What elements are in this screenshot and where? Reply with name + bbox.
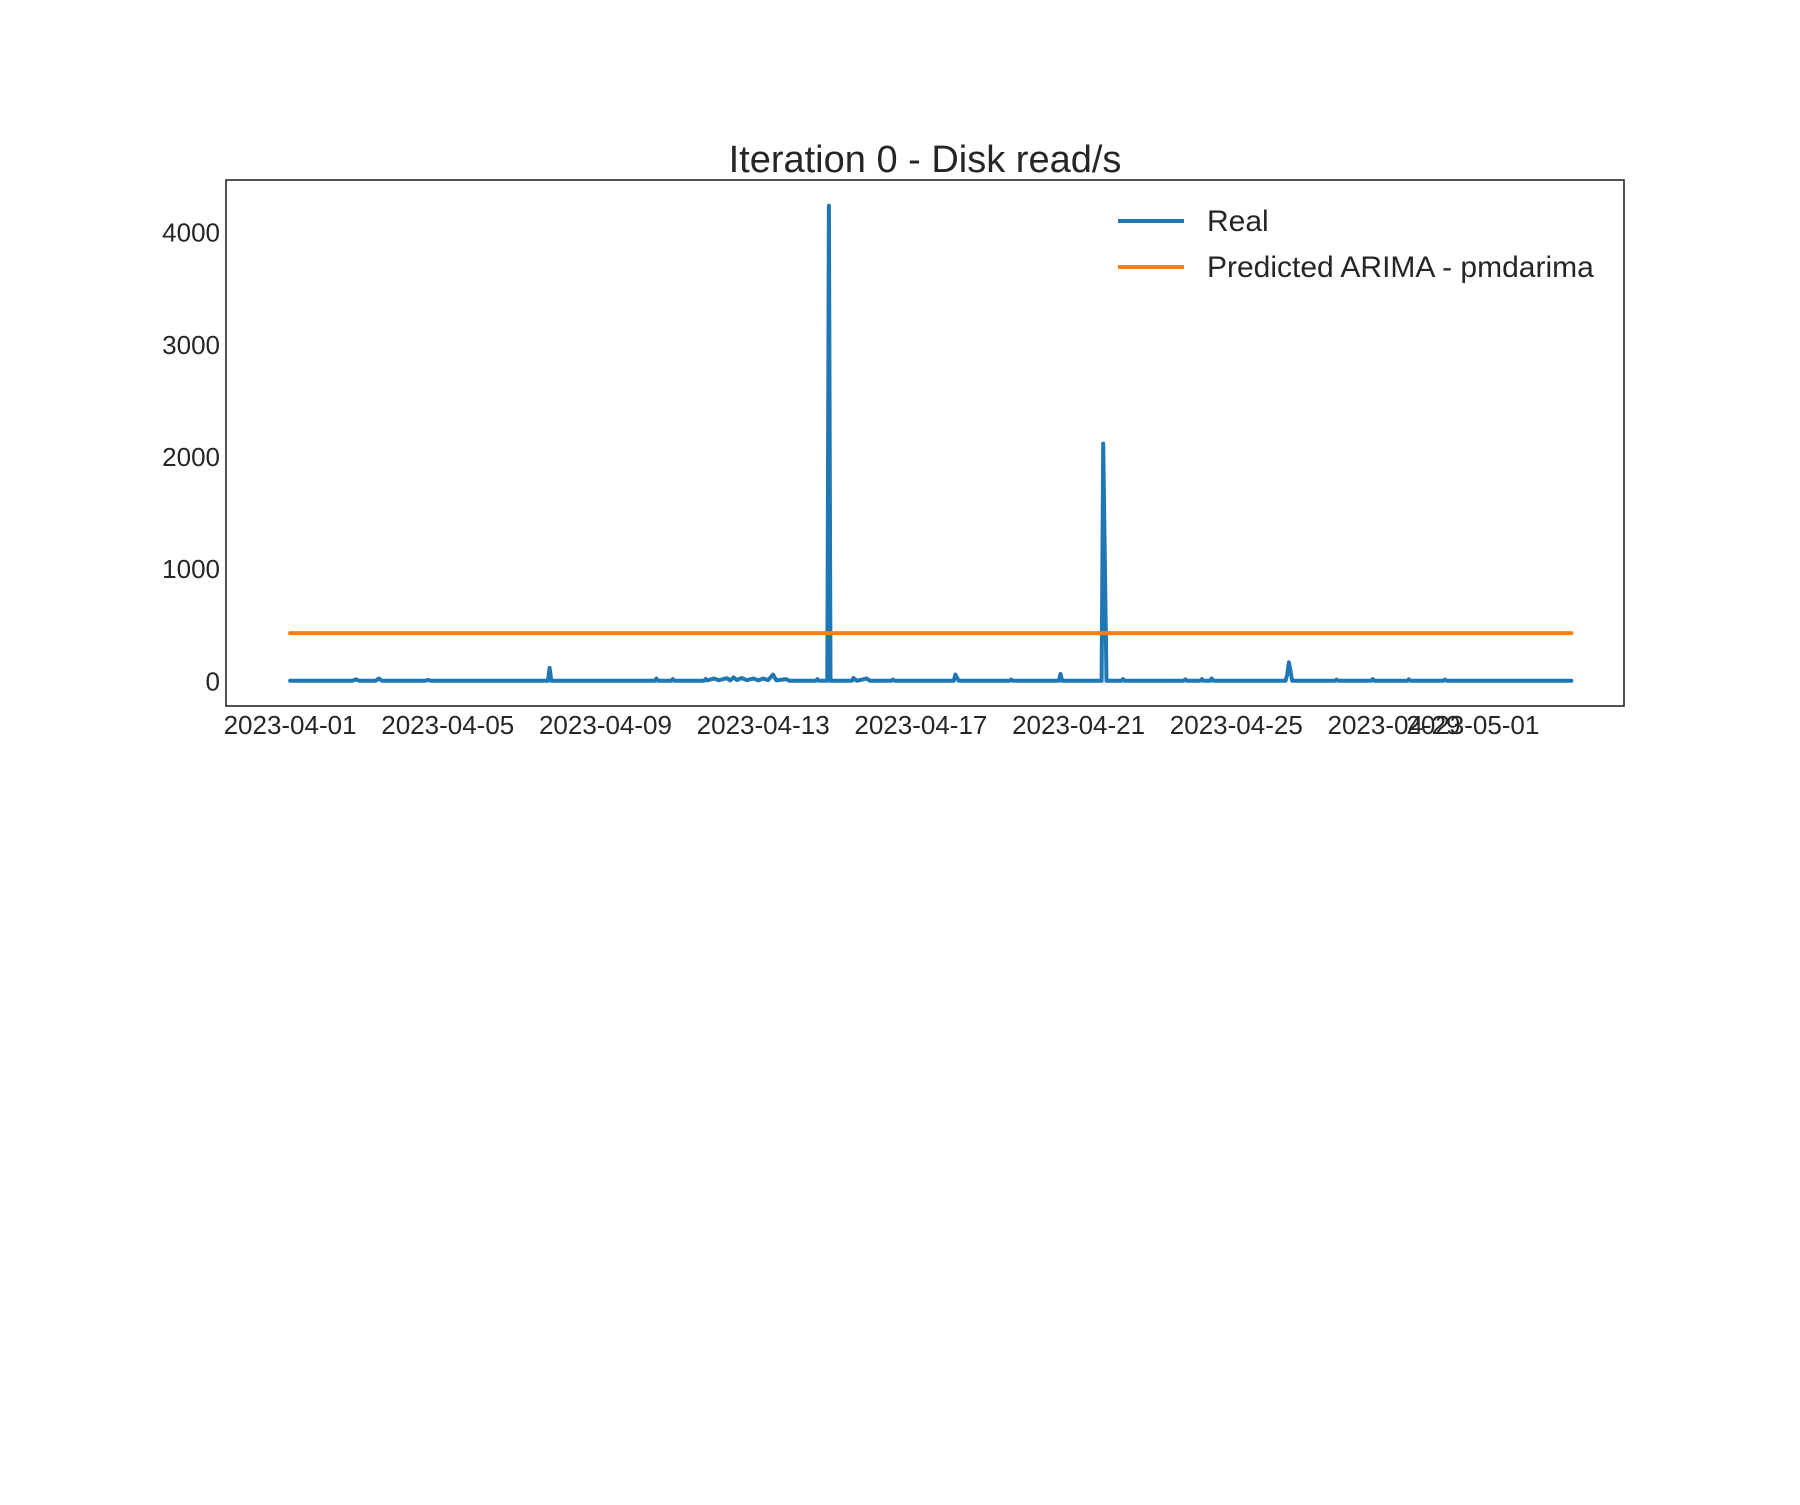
x-tick-label: 2023-04-29	[1328, 710, 1461, 740]
x-axis: 2023-04-01 2023-04-05 2023-04-09 2023-04-13…	[224, 710, 1540, 740]
y-axis: 0 1000 2000 3000 4000	[162, 218, 220, 697]
x-tick-label: 2023-04-25	[1170, 710, 1303, 740]
series-layer	[288, 203, 1574, 683]
series-line-real	[288, 203, 1574, 683]
chart-title: Iteration 0 - Disk read/s	[729, 139, 1122, 181]
x-tick-label: 2023-04-05	[381, 710, 514, 740]
plot-area-frame	[225, 179, 1625, 707]
x-tick-label: 2023-04-21	[1012, 710, 1145, 740]
x-tick-label: 2023-04-17	[854, 710, 987, 740]
x-tick-label: 2023-04-13	[697, 710, 830, 740]
y-tick-label: 2000	[162, 442, 220, 472]
legend-label: Real	[1207, 205, 1269, 238]
y-tick-label: 1000	[162, 554, 220, 584]
legend: Real Predicted ARIMA - pmdarima	[1118, 205, 1594, 284]
x-tick-label: 2023-04-01	[224, 710, 357, 740]
x-tick-label: 2023-05-01	[1406, 710, 1539, 740]
y-tick-label: 4000	[162, 218, 220, 248]
y-tick-label: 0	[206, 666, 220, 696]
legend-label: Predicted ARIMA - pmdarima	[1207, 251, 1594, 284]
x-tick-label: 2023-04-09	[539, 710, 672, 740]
y-tick-label: 3000	[162, 330, 220, 360]
